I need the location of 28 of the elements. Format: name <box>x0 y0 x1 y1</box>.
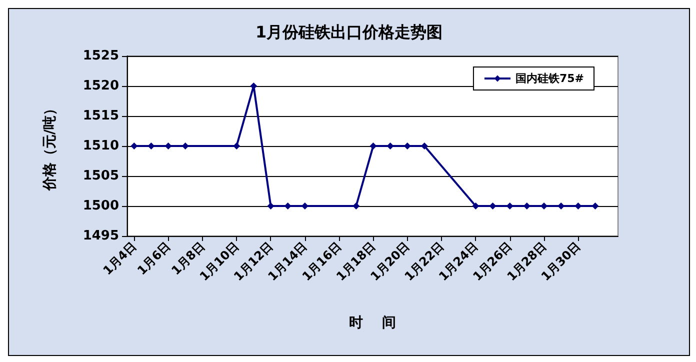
point <box>489 202 496 210</box>
point <box>370 142 377 150</box>
point <box>148 142 155 150</box>
point <box>284 202 292 210</box>
y-tick-label: 1510 <box>82 138 119 154</box>
y-tick-label: 1515 <box>82 108 119 124</box>
y-tick-label: 1500 <box>82 198 119 214</box>
point <box>506 202 514 210</box>
point <box>250 82 258 90</box>
y-axis-title: 价格（元/吨） <box>42 101 58 192</box>
point <box>233 142 240 150</box>
point <box>574 202 582 210</box>
point <box>267 202 274 210</box>
point <box>352 202 360 210</box>
point <box>472 202 480 210</box>
point <box>404 142 411 150</box>
point <box>386 142 394 150</box>
y-tick-label: 1525 <box>82 48 119 64</box>
point <box>164 142 172 150</box>
chart-title: 1月份硅铁出口价格走势图 <box>255 22 443 42</box>
y-tick-label: 1505 <box>82 168 119 184</box>
x-axis-title: 时 间 <box>348 315 396 331</box>
point <box>130 142 138 150</box>
point <box>182 142 189 150</box>
legend-label: 国内硅铁75# <box>515 72 584 85</box>
y-tick-label: 1520 <box>82 78 119 94</box>
point <box>592 202 599 210</box>
y-tick-label: 1495 <box>82 228 119 244</box>
